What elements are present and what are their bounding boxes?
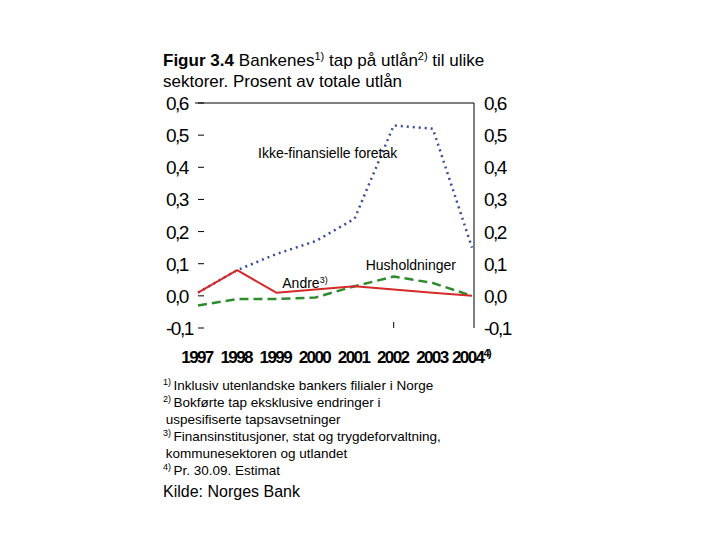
x-tick	[393, 322, 394, 328]
series-label: Andre3)	[282, 275, 327, 291]
y-tick-label: 0,1	[166, 254, 189, 275]
footnote: 1) Inklusiv utenlandske bankers filialer…	[163, 377, 433, 393]
frame-right	[474, 103, 475, 328]
y-tick	[198, 103, 204, 104]
y-tick-label-right: 0,3	[484, 189, 507, 210]
y-tick-label: 0,0	[166, 286, 189, 307]
chart: Figur 3.4Bankenes1) tap på utlån2) til u…	[0, 0, 720, 540]
y-tick	[198, 135, 204, 136]
y-tick-label-right: 0,4	[484, 157, 508, 178]
series-line	[198, 270, 472, 296]
x-tick-label: 2000	[299, 348, 332, 367]
series-label: Ikke-finansielle foretak	[258, 145, 398, 161]
subtitle: Bankenes1) tap på utlån2) til ulikesekto…	[163, 50, 484, 91]
footnote: 4) Pr. 30.09. Estimat	[163, 462, 280, 478]
y-tick-label-right: -0,1	[484, 318, 512, 339]
y-tick-label: 0,2	[166, 222, 189, 243]
x-tick-label: 2001	[338, 348, 371, 367]
y-tick-label-right: 0,5	[484, 125, 507, 146]
series-line	[198, 277, 472, 306]
y-tick-label: 0,4	[166, 157, 190, 178]
footnote: 2) Bokførte tap eksklusive endringer i u…	[162, 394, 381, 427]
y-tick-label-right: 0,0	[484, 286, 507, 307]
y-tick	[198, 231, 204, 232]
y-tick	[198, 263, 204, 264]
y-tick	[198, 199, 204, 200]
y-tick-label-right: 0,1	[484, 254, 507, 275]
y-tick	[198, 295, 204, 296]
footnote: 3) Finansinstitusjoner, stat og trygdefo…	[162, 428, 441, 461]
y-tick	[198, 328, 204, 329]
y-tick-label-right: 0,2	[484, 222, 507, 243]
x-tick-label: 2003	[416, 348, 449, 367]
series-label: Husholdninger	[366, 257, 457, 273]
x-tick-label: 1999	[260, 348, 293, 367]
lines	[198, 126, 472, 306]
frame-top	[195, 103, 474, 104]
x-tick-label: 2002	[377, 348, 410, 367]
series-line	[198, 126, 472, 293]
y-tick	[198, 167, 204, 168]
y-tick-label: -0,1	[166, 318, 194, 339]
x-tick-label: 20044)	[452, 347, 492, 367]
x-tick-label: 1997	[181, 348, 214, 367]
y-tick-label-right: 0,6	[484, 93, 507, 114]
title: Figur 3.4	[163, 51, 234, 70]
y-tick-label: 0,6	[166, 93, 189, 114]
x-tick-label: 1998	[220, 348, 253, 367]
source: Kilde: Norges Bank	[163, 483, 301, 500]
y-tick-label: 0,3	[166, 189, 189, 210]
y-tick-label: 0,5	[166, 125, 189, 146]
